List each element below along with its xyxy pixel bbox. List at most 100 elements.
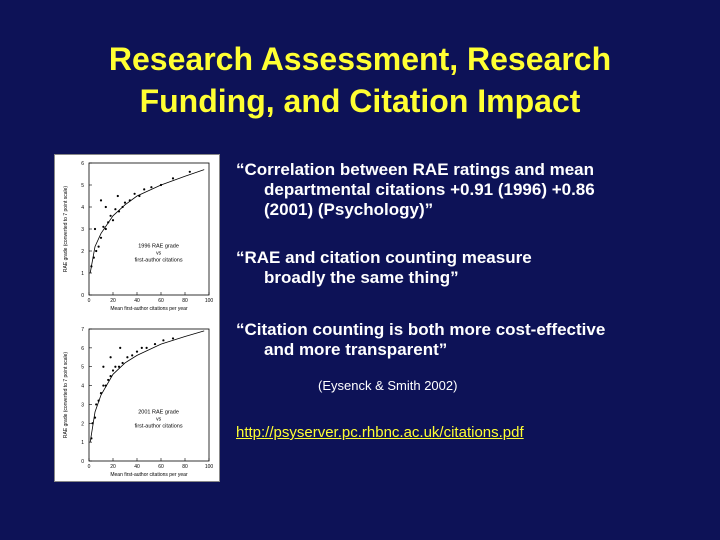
plot-frame	[88, 328, 210, 462]
data-point	[128, 199, 131, 202]
x-tick-label: 60	[158, 298, 164, 304]
data-point	[104, 205, 107, 209]
data-point	[102, 365, 105, 368]
data-point	[99, 236, 103, 239]
x-tick-label: 0	[88, 298, 91, 304]
y-tick-label: 4	[81, 384, 84, 390]
annotation-line-1: 1996 RAE grade	[138, 243, 179, 249]
x-tick-label: 20	[110, 298, 116, 304]
y-tick-label: 2	[81, 421, 84, 427]
quote-correlation: “Correlation between RAE ratings and mea…	[236, 160, 595, 220]
y-axis-label: RAE grade (converted to 7 point scale)	[63, 186, 69, 272]
slide-title: Research Assessment, Research Funding, a…	[0, 38, 720, 122]
data-point	[121, 205, 124, 209]
y-tick-label: 2	[81, 249, 84, 255]
y-tick-label: 6	[81, 346, 84, 352]
y-axis-label: RAE grade (converted to 7 point scale)	[63, 352, 69, 438]
data-point	[171, 337, 175, 340]
data-point	[90, 265, 93, 268]
data-point	[104, 384, 107, 387]
data-point	[95, 249, 98, 253]
quote-same-thing-line-1: “RAE and citation counting measure	[236, 248, 532, 267]
data-point	[97, 245, 100, 248]
citations-pdf-link[interactable]: http://psyserver.pc.rhbnc.ac.uk/citation…	[236, 424, 524, 441]
annotation-line-3: first-author citations	[135, 423, 183, 429]
quote-cost-effective-line-2: and more transparent”	[264, 340, 448, 359]
data-point	[111, 369, 115, 372]
data-point	[114, 365, 117, 368]
annotation-line-2: vs	[156, 250, 162, 256]
fit-curve	[89, 330, 205, 443]
data-point	[107, 378, 110, 382]
data-point	[95, 403, 98, 406]
quote-cost-effective: “Citation counting is both more cost-eff…	[236, 320, 605, 360]
data-point	[114, 208, 117, 211]
y-tick-label: 7	[81, 327, 84, 333]
x-tick-label: 40	[134, 298, 140, 304]
title-line-1: Research Assessment, Research	[108, 41, 612, 77]
annotation-line-1: 2001 RAE grade	[138, 409, 179, 415]
plot-frame	[88, 162, 210, 296]
fit-curve	[89, 169, 205, 274]
annotation-line-2: vs	[156, 416, 162, 422]
data-point	[99, 199, 103, 202]
data-point	[133, 192, 136, 195]
y-tick-label: 6	[81, 161, 84, 167]
data-point	[93, 416, 97, 419]
data-point	[109, 375, 112, 378]
data-point	[159, 183, 163, 187]
y-tick-label: 1	[81, 440, 84, 446]
data-point	[117, 210, 121, 213]
data-point	[143, 188, 146, 191]
data-point	[93, 227, 97, 231]
data-point	[97, 399, 100, 402]
data-point	[90, 437, 93, 440]
data-point	[99, 392, 103, 395]
x-tick-label: 100	[205, 298, 214, 304]
y-tick-label: 0	[81, 459, 84, 465]
x-tick-label: 40	[134, 464, 140, 470]
data-point	[109, 356, 112, 359]
data-point	[140, 346, 143, 349]
data-point	[135, 350, 139, 353]
y-tick-label: 3	[81, 227, 84, 233]
y-tick-label: 0	[81, 293, 84, 299]
quote-correlation-line-3: (2001) (Psychology)”	[264, 200, 434, 219]
quote-correlation-line-2: departmental citations +0.91 (1996) +0.8…	[264, 180, 595, 199]
data-point	[102, 384, 105, 387]
x-tick-label: 80	[182, 464, 188, 470]
x-tick-label: 20	[110, 464, 116, 470]
y-tick-label: 3	[81, 402, 84, 408]
data-point	[171, 177, 175, 180]
data-point	[153, 342, 157, 346]
x-tick-label: 80	[182, 298, 188, 304]
data-point	[188, 170, 191, 173]
y-tick-label: 4	[81, 205, 84, 211]
data-point	[109, 214, 112, 217]
x-tick-label: 0	[88, 464, 91, 470]
x-tick-label: 60	[158, 464, 164, 470]
data-point	[145, 346, 148, 349]
data-point	[91, 422, 94, 425]
data-point	[107, 221, 110, 224]
quote-same-thing-line-2: broadly the same thing”	[264, 268, 459, 287]
quote-cost-effective-line-1: “Citation counting is both more cost-eff…	[236, 320, 606, 339]
data-point	[121, 361, 124, 365]
scatter-figure: 0 1 2 3 4 5 6 0 20 40 60 80 100 Mean first-author cit…	[54, 154, 220, 482]
data-point	[92, 256, 95, 259]
annotation-line-3: first-author citations	[135, 257, 183, 263]
quote-same-thing: “RAE and citation counting measure broad…	[236, 248, 532, 288]
data-point	[150, 186, 153, 189]
y-tick-label: 5	[81, 365, 84, 371]
data-point	[162, 339, 165, 342]
data-point	[123, 201, 127, 204]
data-point	[117, 365, 121, 368]
data-point	[116, 194, 119, 198]
y-tick-label: 5	[81, 183, 84, 189]
data-point	[131, 354, 134, 357]
title-line-2: Funding, and Citation Impact	[139, 83, 581, 119]
data-point	[111, 219, 115, 222]
x-tick-label: 100	[205, 464, 214, 470]
data-point	[138, 194, 141, 198]
